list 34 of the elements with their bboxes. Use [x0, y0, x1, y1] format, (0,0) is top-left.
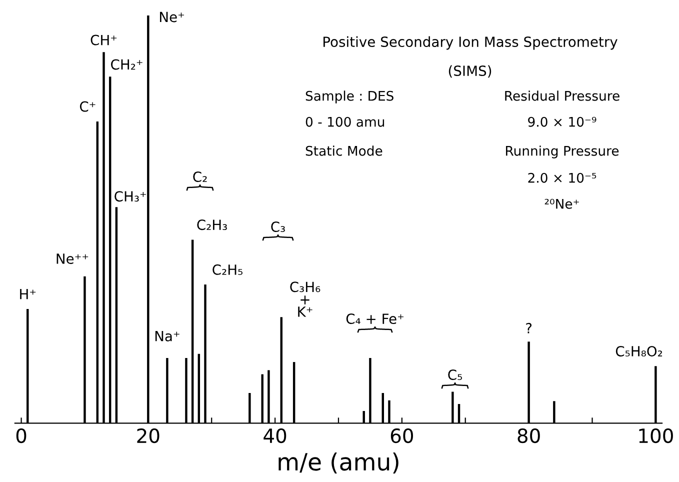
annotation: C₅ — [448, 370, 462, 380]
annotation: Residual Pressure — [505, 90, 620, 101]
annotation: 2.0 × 10⁻⁵ — [528, 172, 596, 183]
annotation: 0 - 100 amu — [306, 116, 384, 127]
text: (SIMS) — [448, 65, 492, 78]
annotation: Running Pressure — [506, 146, 619, 158]
annotation: C₄ + Fe⁺ — [346, 314, 404, 324]
annotation: ²⁰Ne⁺ — [544, 198, 579, 209]
x-tick-label: 60 — [390, 428, 413, 444]
annotation: CH₃⁺ — [114, 191, 146, 202]
annotation: CH⁺ — [90, 34, 117, 46]
annotation: Na⁺ — [155, 331, 180, 342]
annotation: Ne⁺⁺ — [56, 254, 88, 264]
annotation: H⁺ — [20, 289, 36, 300]
annotation: C₃ — [271, 222, 285, 232]
annotation: ? — [526, 322, 532, 334]
x-tick-label: 0 — [16, 428, 26, 444]
x-axis-title: m/e (amu) — [278, 452, 398, 474]
annotation: C₂ — [193, 172, 207, 182]
annotation: C₅H₈O₂ — [616, 346, 662, 356]
annotation: Static Mode — [306, 146, 382, 156]
annotation: C₂H₅ — [212, 264, 242, 275]
annotation: Ne⁺ — [160, 12, 184, 22]
annotation: 9.0 × 10⁻⁹ — [528, 116, 596, 127]
annotation: Sample : DES — [306, 90, 394, 104]
x-tick-label: 80 — [518, 428, 540, 444]
text: Positive Secondary Ion Mass Spectrometry — [324, 36, 618, 50]
x-tick-label: 100 — [639, 428, 673, 444]
x-tick-label: 20 — [137, 428, 160, 444]
annotation: C₃H₆ + K⁺ — [290, 282, 320, 317]
annotation: C₂H₃ — [197, 220, 227, 230]
x-tick-label: 40 — [264, 428, 286, 444]
annotation: C⁺ — [80, 101, 96, 112]
annotation: CH₂⁺ — [111, 59, 142, 70]
